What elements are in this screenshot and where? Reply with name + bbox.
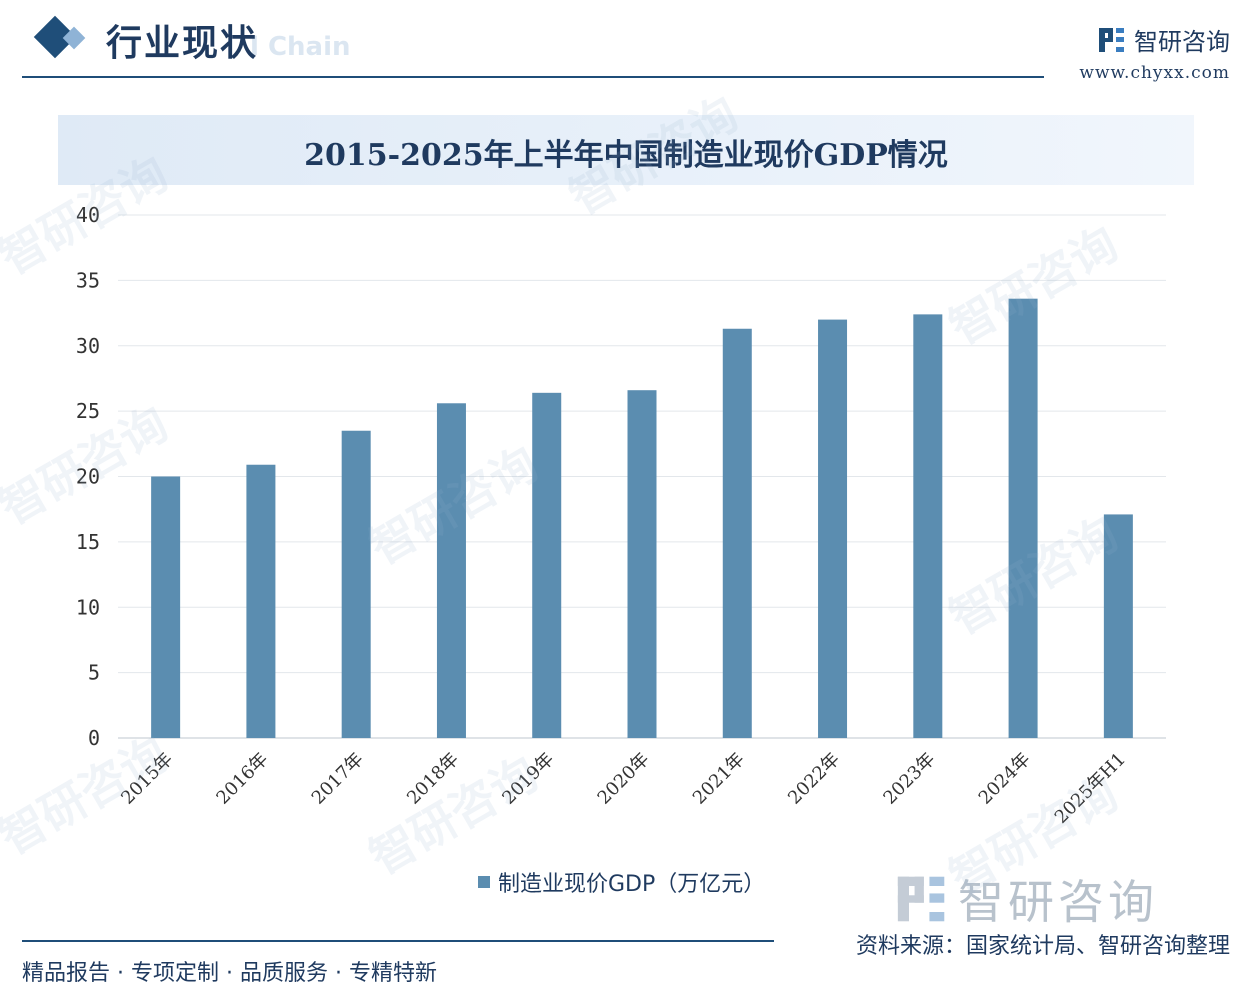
y-tick-label: 0 — [88, 726, 100, 750]
bar — [818, 319, 848, 738]
bar — [341, 430, 371, 738]
header-ghost-text: l Chain — [250, 32, 351, 62]
brand-url: www.chyxx.com — [1079, 63, 1230, 83]
x-tick-label: 2020年 — [594, 749, 654, 809]
bar — [532, 392, 562, 738]
chart-title: 2015-2025年上半年中国制造业现价GDP情况 — [304, 138, 948, 173]
y-tick-label: 35 — [76, 268, 100, 292]
x-tick-label: 2017年 — [308, 749, 368, 809]
header-divider — [22, 76, 1044, 78]
y-tick-label: 30 — [76, 334, 100, 358]
chart-title-band — [58, 115, 1194, 185]
x-tick-label: 2023年 — [879, 749, 939, 809]
x-tick-label: 2021年 — [689, 749, 749, 809]
bar — [913, 314, 943, 738]
y-tick-label: 40 — [76, 203, 100, 227]
brand-logo-icon — [1099, 27, 1124, 52]
footer-tagline: 精品报告 · 专项定制 · 品质服务 · 专精特新 — [22, 961, 437, 986]
bar-chart: 0 5 10 15 20 25 30 35 40 2015年 2016年 2017年 2018年 2019… — [76, 203, 1166, 828]
legend-swatch — [478, 876, 490, 888]
bar — [627, 390, 657, 738]
bar — [436, 403, 466, 738]
brand-name: 智研咨询 — [1134, 28, 1230, 56]
x-tick-label: 2019年 — [498, 749, 558, 809]
bar — [722, 328, 752, 738]
bar — [246, 464, 276, 738]
section-title: 行业现状 — [106, 22, 259, 64]
y-tick-label: 10 — [76, 595, 100, 619]
x-tick-label: 2024年 — [975, 749, 1035, 809]
y-tick-label: 5 — [88, 661, 100, 685]
chart-legend: 制造业现价GDP（万亿元） — [478, 866, 765, 898]
bar — [1103, 514, 1133, 738]
x-tick-label: 2022年 — [784, 749, 844, 809]
y-tick-label: 15 — [76, 530, 100, 554]
brand-block: 智研咨询 www.chyxx.com — [1079, 22, 1230, 83]
source-note: 资料来源：国家统计局、智研咨询整理 — [855, 934, 1230, 959]
bar — [151, 476, 181, 738]
x-tick-label: 2016年 — [212, 749, 272, 809]
y-tick-label: 20 — [76, 465, 100, 489]
x-tick-label: 2018年 — [403, 749, 463, 809]
x-tick-label: 2015年 — [117, 749, 177, 809]
y-tick-label: 25 — [76, 399, 100, 423]
big-brand: 智研咨询 — [896, 866, 1158, 932]
bar — [1008, 298, 1038, 738]
x-tick-label: 2025年H1 — [1051, 749, 1130, 828]
legend-label: 制造业现价GDP（万亿元） — [498, 872, 766, 897]
footer-divider — [22, 940, 774, 942]
big-brand-logo-icon — [897, 876, 945, 922]
big-brand-name: 智研咨询 — [958, 875, 1158, 929]
